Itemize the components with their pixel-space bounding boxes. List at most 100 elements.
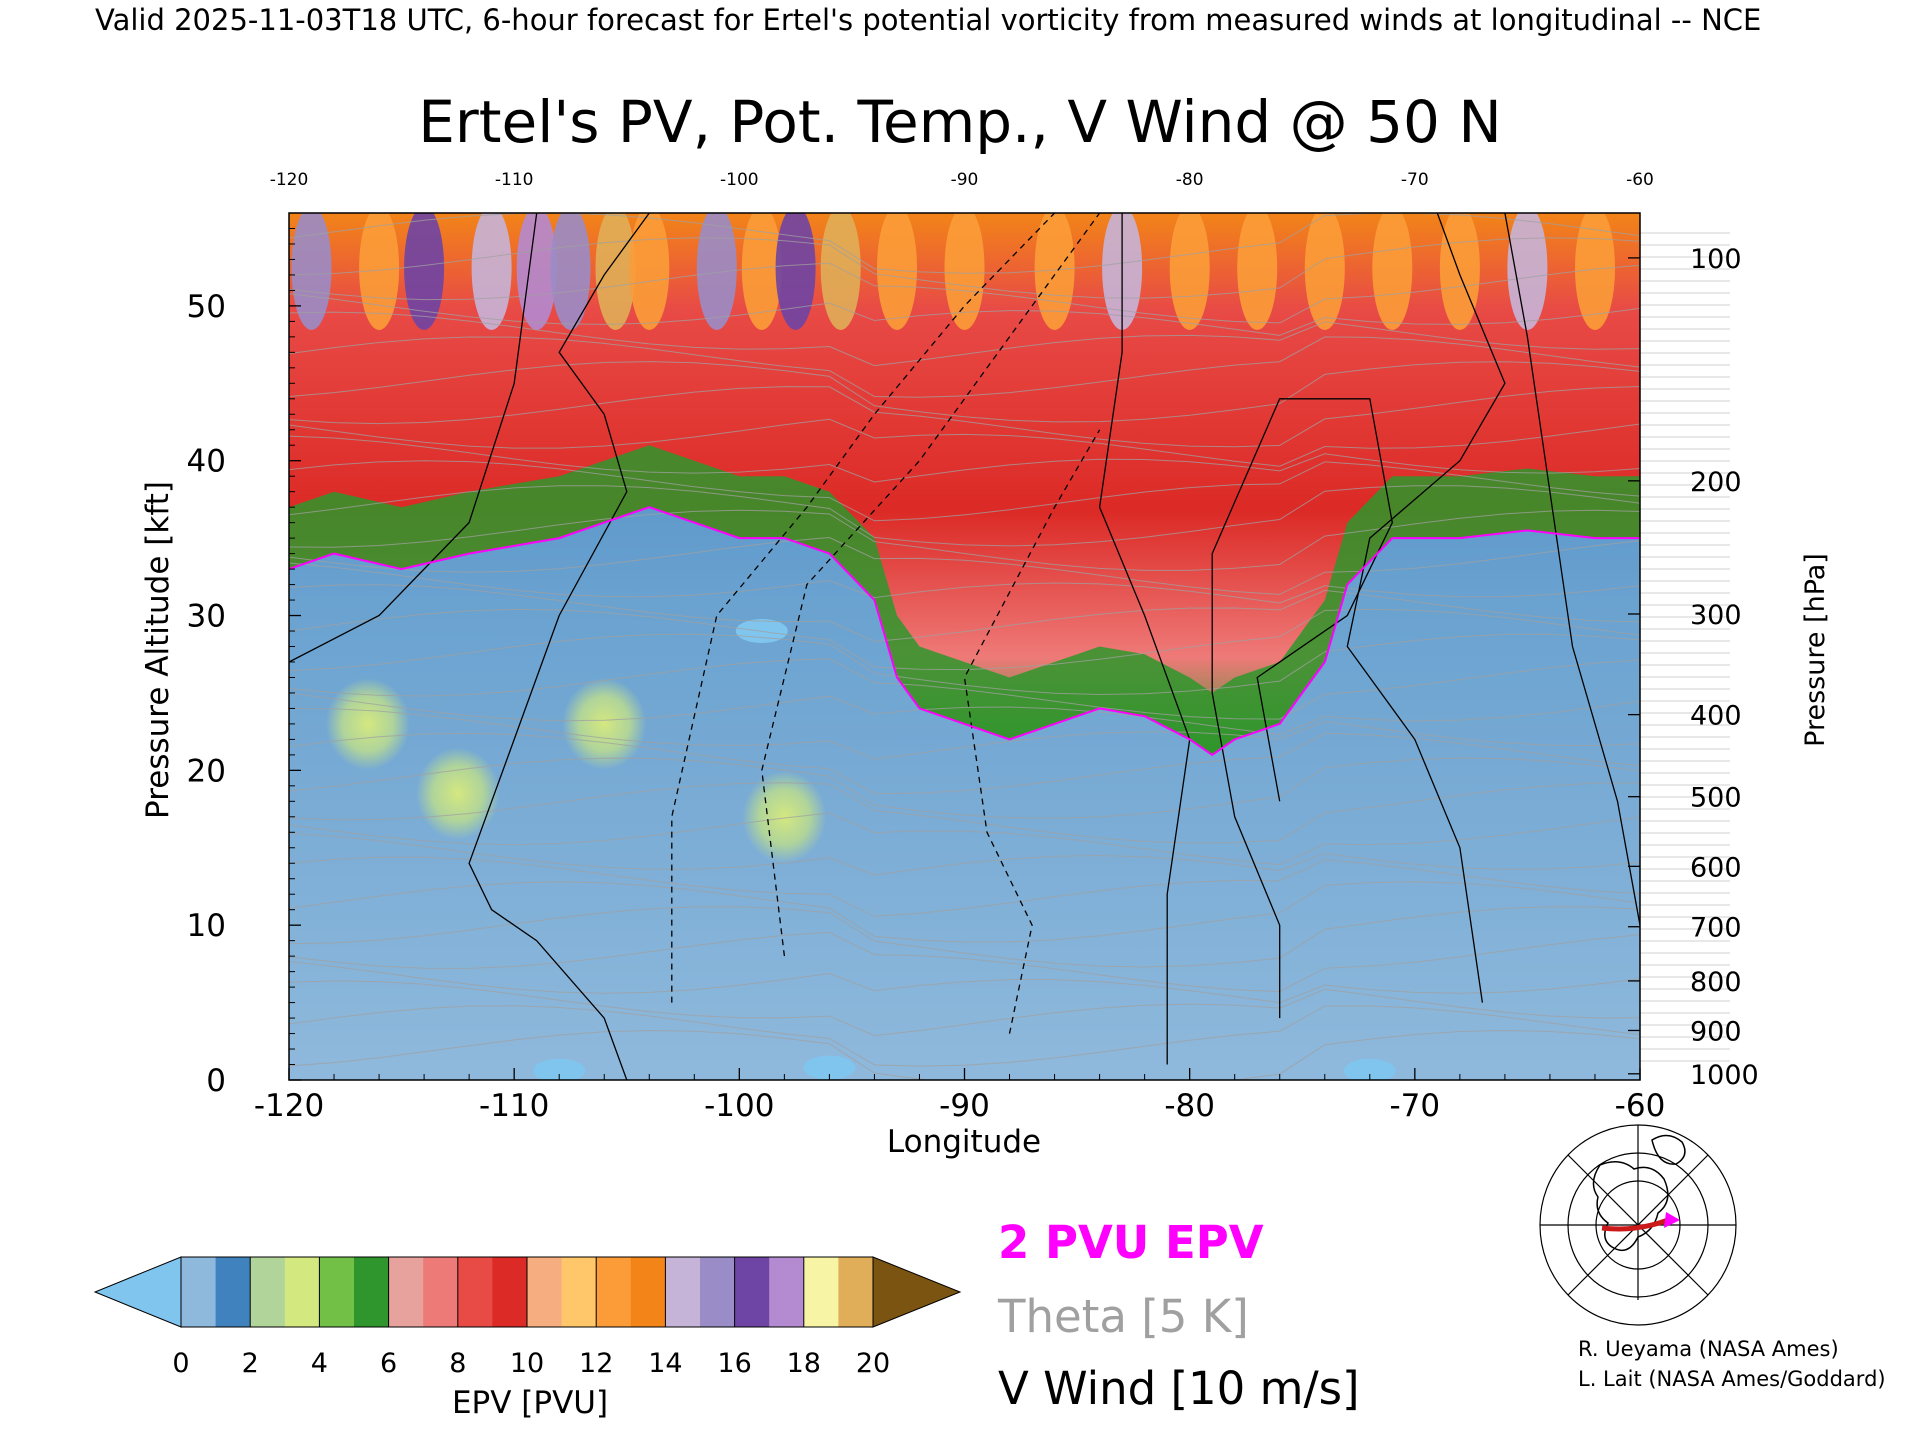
pressure-tick-label: 100	[1690, 244, 1742, 275]
theta-isentrope	[289, 980, 1640, 1037]
x-tick-label: -70	[1389, 1088, 1440, 1124]
pv-streak	[404, 213, 445, 330]
y-tick-label: 30	[187, 599, 226, 635]
colorbar-tick-label: 18	[787, 1348, 821, 1379]
pv-streak	[1169, 213, 1210, 330]
colorbar-bin	[250, 1257, 286, 1327]
theta-isentrope	[289, 1029, 1640, 1080]
pv-blob	[742, 770, 827, 863]
pv-negative-patch	[1343, 1058, 1396, 1080]
theta-isentrope	[289, 237, 1640, 299]
x-tick-label: -100	[704, 1088, 774, 1124]
theta-isentrope	[289, 856, 1640, 917]
theta-isentrope	[289, 881, 1640, 943]
x-tick-label: -90	[939, 1088, 990, 1124]
theta-isentrope	[289, 562, 1640, 604]
pv-streak	[1575, 213, 1615, 330]
pressure-tick-label: 600	[1690, 852, 1742, 883]
theta-isentrope	[289, 262, 1640, 324]
v-wind-contour	[963, 429, 1101, 1034]
pv-streak	[696, 213, 737, 330]
colorbar-label: EPV [PVU]	[452, 1385, 608, 1421]
pv-2pvu-contour	[289, 506, 1640, 757]
x-top-tick-label: -90	[951, 170, 979, 190]
theta-isentrope	[289, 931, 1640, 993]
pv-blob	[325, 677, 410, 770]
colorbar-tick-label: 16	[717, 1348, 751, 1379]
theta-isentrope	[289, 832, 1640, 876]
colorbar-tick-label: 8	[449, 1348, 466, 1379]
colorbar-bin	[319, 1257, 355, 1327]
pressure-tick-label: 300	[1690, 600, 1742, 631]
colorbar-tick-label: 20	[856, 1348, 890, 1379]
pv-streak	[471, 213, 512, 330]
colorbar-bin	[284, 1257, 320, 1327]
v-wind-contour	[289, 213, 538, 663]
pv-streak	[1372, 213, 1413, 330]
y-tick-label: 0	[206, 1063, 226, 1099]
theta-isentrope	[289, 1005, 1640, 1067]
credit-line-2: L. Lait (NASA Ames/Goddard)	[1578, 1367, 1886, 1391]
chart-title: Ertel's PV, Pot. Temp., V Wind @ 50 N	[418, 88, 1501, 156]
colorbar-tick-label: 2	[242, 1348, 259, 1379]
colorbar-bin	[561, 1257, 597, 1327]
pv-streak	[944, 213, 985, 330]
theta-isentrope	[289, 708, 1640, 760]
theta-isentrope	[289, 692, 1640, 736]
colorbar-bin	[492, 1257, 528, 1327]
v-wind-contour	[1211, 398, 1393, 1019]
pv-streak	[516, 213, 557, 330]
x-tick-label: -60	[1615, 1088, 1666, 1124]
pressure-tick-label: 700	[1690, 913, 1742, 944]
colorbar-tick-label: 4	[311, 1348, 328, 1379]
colorbar-bin	[215, 1257, 251, 1327]
plot-area	[289, 213, 1640, 1080]
section-line	[1601, 1217, 1669, 1232]
colorbar-under-arrow	[93, 1256, 182, 1328]
colorbar-bin	[596, 1257, 632, 1327]
pv-blob	[562, 677, 647, 770]
theta-isentrope	[289, 311, 1640, 367]
x-axis: -120 -110 -100 -90 -80 -70 -60	[254, 1068, 1666, 1124]
locator-map	[1538, 1124, 1738, 1326]
colorbar-over-arrow	[872, 1256, 962, 1328]
v-wind-contour	[1504, 213, 1640, 926]
pv-streak	[291, 213, 332, 330]
theta-isentrope	[289, 386, 1640, 448]
theta-isentrope	[289, 608, 1640, 671]
theta-isentrope	[289, 812, 1640, 866]
wind-contours	[289, 213, 1640, 1080]
y-tick-label: 10	[187, 908, 226, 944]
pressure-tick-label: 400	[1690, 701, 1742, 732]
colorbar-bin	[734, 1257, 770, 1327]
theta-isentrope	[289, 906, 1640, 968]
v-wind-contour	[761, 213, 1101, 957]
pv-streak	[877, 213, 917, 330]
legend-pv-line: 2 PVU EPV	[998, 1216, 1264, 1269]
pv-streak	[775, 213, 816, 330]
y-tick-label: 50	[187, 289, 226, 325]
pv-streak	[1237, 213, 1278, 330]
legend-wind: V Wind [10 m/s]	[998, 1362, 1360, 1415]
pressure-tick-label: 900	[1690, 1017, 1742, 1048]
y-axis-left: 0 10 20 30 40 50	[187, 227, 301, 1099]
x-tick-label: -80	[1164, 1088, 1215, 1124]
pressure-tick-label: 200	[1690, 467, 1742, 498]
theta-isentrope	[289, 536, 1640, 595]
theta-isentrope	[289, 584, 1640, 643]
theta-isentrope	[289, 460, 1640, 522]
v-wind-contour	[1098, 213, 1191, 1065]
theta-isentrope	[289, 435, 1640, 483]
x-axis-label: Longitude	[887, 1124, 1041, 1160]
colorbar-bin	[423, 1257, 459, 1327]
theta-isentrope	[289, 509, 1640, 571]
x-top-tick-label: -110	[495, 170, 534, 190]
colorbar-bin	[665, 1257, 701, 1327]
pv-streak	[629, 213, 670, 330]
section-marker	[1664, 1212, 1680, 1228]
x-axis-top: -120 -110 -100 -90 -80 -70 -60	[270, 170, 1654, 190]
pv-streak	[550, 213, 591, 330]
theta-contours	[289, 213, 1640, 1080]
stratosphere-field	[289, 213, 1640, 1080]
pv-streak	[1507, 213, 1548, 330]
